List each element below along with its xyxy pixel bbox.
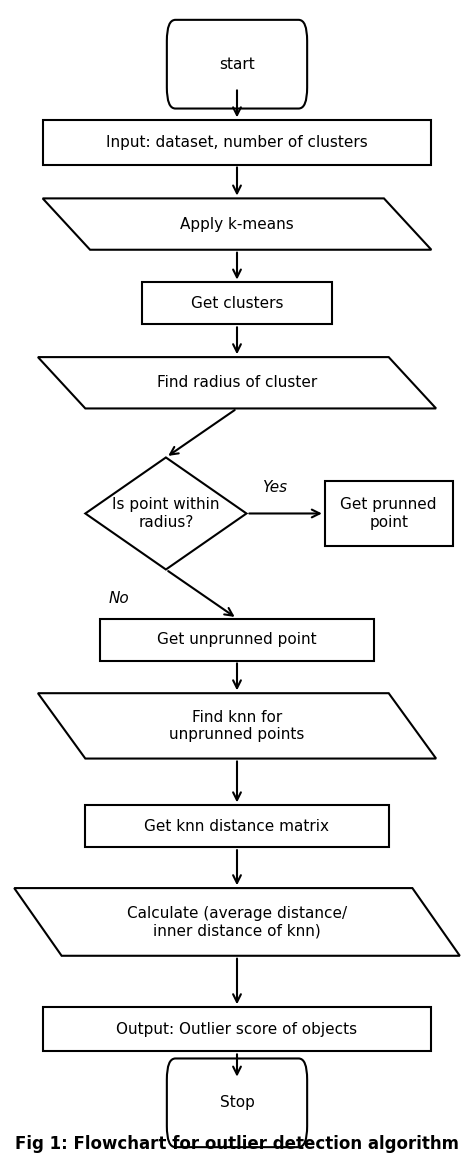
- FancyBboxPatch shape: [167, 1058, 307, 1147]
- Text: Output: Outlier score of objects: Output: Outlier score of objects: [117, 1022, 357, 1036]
- Text: Fig 1: Flowchart for outlier detection algorithm: Fig 1: Flowchart for outlier detection a…: [15, 1135, 459, 1153]
- Bar: [85, 805, 389, 847]
- Text: Find knn for
unprunned points: Find knn for unprunned points: [169, 710, 305, 742]
- Text: Yes: Yes: [262, 481, 288, 495]
- Text: Input: dataset, number of clusters: Input: dataset, number of clusters: [106, 135, 368, 149]
- Polygon shape: [43, 198, 431, 250]
- Text: Calculate (average distance/
inner distance of knn): Calculate (average distance/ inner dista…: [127, 906, 347, 938]
- Text: Get unprunned point: Get unprunned point: [157, 633, 317, 647]
- Text: Get knn distance matrix: Get knn distance matrix: [145, 819, 329, 833]
- Text: Get prunned
point: Get prunned point: [340, 497, 437, 530]
- Bar: [43, 1007, 431, 1051]
- Text: Stop: Stop: [219, 1096, 255, 1110]
- Polygon shape: [14, 888, 460, 956]
- Bar: [43, 120, 431, 165]
- Bar: [100, 619, 374, 661]
- Bar: [325, 481, 453, 546]
- Text: start: start: [219, 57, 255, 71]
- FancyBboxPatch shape: [167, 20, 307, 109]
- Text: Is point within
radius?: Is point within radius?: [112, 497, 219, 530]
- Text: Find radius of cluster: Find radius of cluster: [157, 376, 317, 390]
- Polygon shape: [85, 457, 246, 569]
- Bar: [142, 282, 332, 324]
- Text: No: No: [108, 592, 129, 606]
- Text: Apply k-means: Apply k-means: [180, 217, 294, 231]
- Text: Get clusters: Get clusters: [191, 296, 283, 310]
- Polygon shape: [38, 357, 436, 408]
- Polygon shape: [38, 693, 436, 759]
